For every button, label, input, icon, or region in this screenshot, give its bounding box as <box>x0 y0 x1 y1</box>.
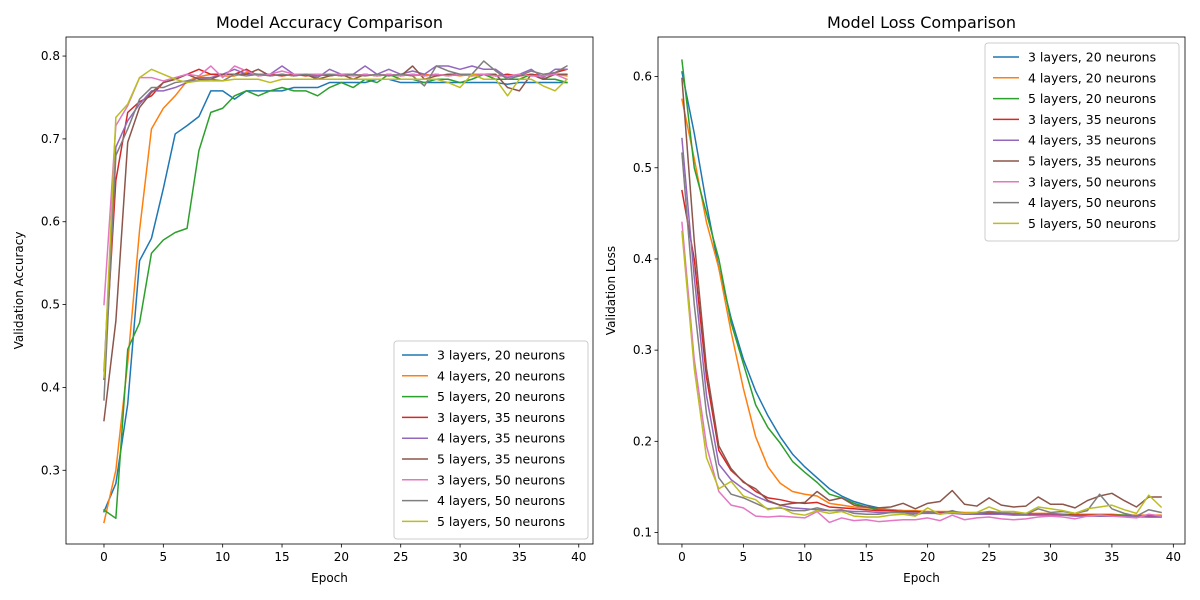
y-tick-label: 0.8 <box>41 49 60 63</box>
x-tick-label: 10 <box>215 550 230 564</box>
x-axis-label: Epoch <box>903 571 940 585</box>
legend-entry: 3 layers, 35 neurons <box>1028 112 1156 127</box>
x-tick-label: 30 <box>1043 550 1058 564</box>
x-tick-label: 0 <box>678 550 686 564</box>
x-tick-label: 10 <box>797 550 812 564</box>
x-tick-label: 35 <box>1104 550 1119 564</box>
legend-entry: 4 layers, 20 neurons <box>437 368 565 383</box>
x-tick-label: 25 <box>393 550 408 564</box>
legend-entry: 5 layers, 35 neurons <box>1028 154 1156 169</box>
y-tick-label: 0.5 <box>633 161 652 175</box>
y-tick-label: 0.5 <box>41 298 60 312</box>
legend-entry: 3 layers, 50 neurons <box>437 472 565 487</box>
y-tick-label: 0.4 <box>41 380 60 394</box>
x-tick-label: 15 <box>274 550 289 564</box>
legend-entry: 5 layers, 35 neurons <box>437 452 565 467</box>
y-tick-label: 0.1 <box>633 526 652 540</box>
legend-box <box>393 340 589 540</box>
legend-entry: 4 layers, 50 neurons <box>1028 195 1156 210</box>
series-line-8 <box>103 60 568 401</box>
x-tick-label: 5 <box>160 550 168 564</box>
legend-entry: 5 layers, 50 neurons <box>437 514 565 529</box>
x-axis-label: Epoch <box>311 571 348 585</box>
x-tick-label: 25 <box>981 550 996 564</box>
series-line-9 <box>103 68 568 379</box>
legend-entry: 3 layers, 20 neurons <box>437 348 565 363</box>
legend-entry: 5 layers, 20 neurons <box>437 389 565 404</box>
y-tick-label: 0.4 <box>633 252 652 266</box>
series-line-6 <box>681 77 1162 510</box>
chart-title: Model Accuracy Comparison <box>216 13 443 32</box>
y-tick-label: 0.7 <box>41 132 60 146</box>
y-axis-label: Validation Accuracy <box>12 232 26 350</box>
series-line-8 <box>681 152 1162 517</box>
legend-entry: 3 layers, 50 neurons <box>1028 174 1156 189</box>
legend-entry: 5 layers, 20 neurons <box>1028 91 1156 106</box>
y-tick-label: 0.3 <box>633 343 652 357</box>
x-tick-label: 40 <box>571 550 586 564</box>
legend-entry: 4 layers, 50 neurons <box>437 493 565 508</box>
series-line-1 <box>102 78 568 513</box>
y-axis-label: Validation Loss <box>604 246 618 335</box>
y-tick-label: 0.3 <box>41 463 60 477</box>
y-tick-label: 0.6 <box>633 70 652 84</box>
legend-entry: 5 layers, 50 neurons <box>1028 216 1156 231</box>
legend: 3 layers, 20 neurons 4 layers, 20 neurons… <box>393 340 589 540</box>
legend-entry: 4 layers, 20 neurons <box>1028 70 1156 85</box>
series-line-3 <box>102 73 568 520</box>
x-tick-label: 20 <box>334 550 349 564</box>
x-tick-label: 15 <box>859 550 874 564</box>
x-tick-label: 5 <box>740 550 748 564</box>
legend-entry: 3 layers, 35 neurons <box>437 410 565 425</box>
loss-chart: Model Loss Comparison 0 5 10 15 20 25 30 35 40 0.1… <box>604 13 1186 585</box>
series-line-2 <box>681 98 1162 516</box>
legend: 3 layers, 20 neurons 4 layers, 20 neurons… <box>984 42 1180 242</box>
series-lines <box>102 60 568 524</box>
series-line-5 <box>103 65 568 372</box>
x-tick-label: 40 <box>1166 550 1181 564</box>
series-line-7 <box>103 65 568 306</box>
series-line-9 <box>681 230 1163 518</box>
legend-entry: 3 layers, 20 neurons <box>1028 50 1156 65</box>
accuracy-chart: Model Accuracy Comparison 0 5 10 15 20 25 30 35 4… <box>12 13 594 585</box>
legend-entry: 4 layers, 35 neurons <box>1028 133 1156 148</box>
legend-box <box>984 42 1180 242</box>
chart-title: Model Loss Comparison <box>827 13 1016 32</box>
y-tick-label: 0.6 <box>41 215 60 229</box>
x-tick-label: 0 <box>100 550 108 564</box>
plot-frame <box>657 36 1186 545</box>
series-lines <box>681 59 1163 524</box>
legend-entry: 4 layers, 35 neurons <box>437 431 565 446</box>
plot-frame <box>65 36 594 545</box>
x-tick-label: 30 <box>452 550 467 564</box>
x-tick-label: 35 <box>512 550 527 564</box>
x-tick-label: 20 <box>920 550 935 564</box>
y-tick-label: 0.2 <box>633 434 652 448</box>
series-line-7 <box>681 221 1162 524</box>
